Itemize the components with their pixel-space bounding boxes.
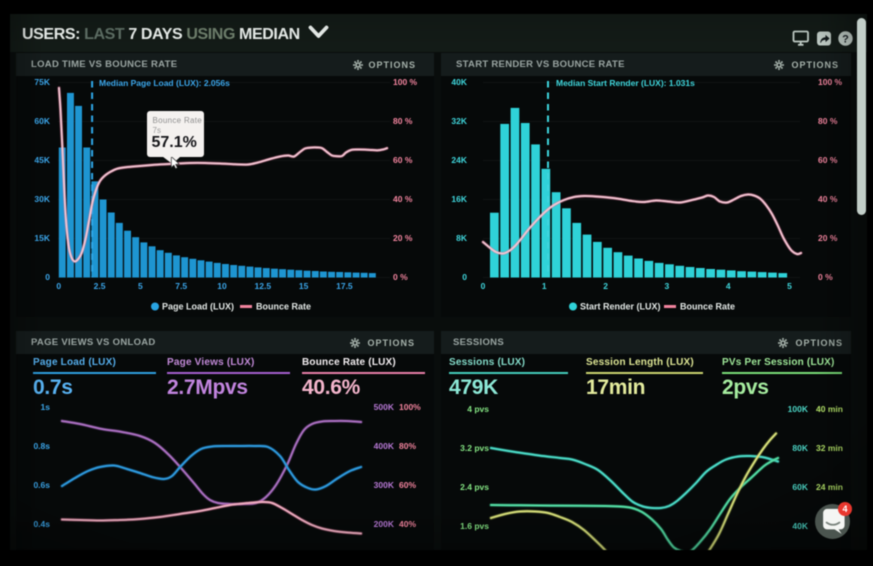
svg-text:?: ? bbox=[842, 33, 849, 45]
svg-text:Bounce Rate: Bounce Rate bbox=[680, 302, 735, 312]
svg-text:Bounce Rate: Bounce Rate bbox=[256, 302, 311, 312]
svg-text:Start Render (LUX): Start Render (LUX) bbox=[580, 302, 661, 312]
svg-text:Page Load (LUX): Page Load (LUX) bbox=[162, 302, 234, 312]
